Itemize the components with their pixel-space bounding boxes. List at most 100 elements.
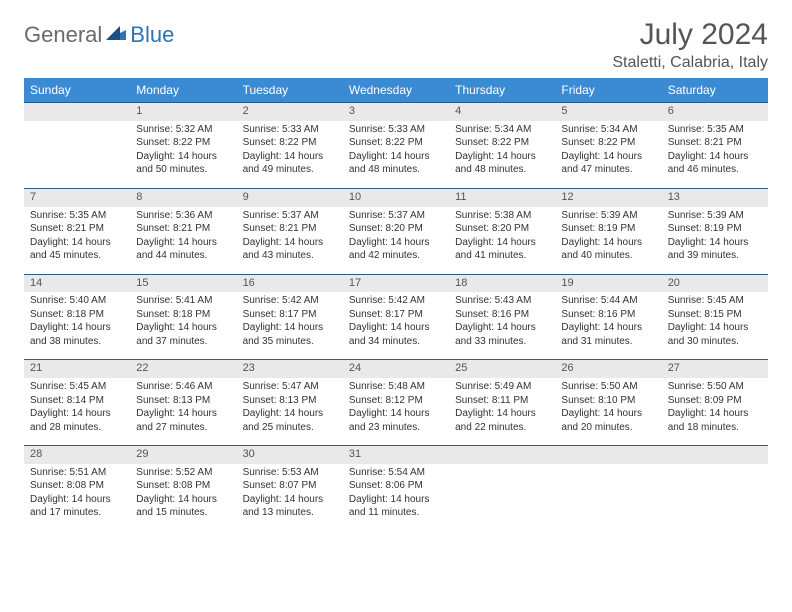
day-number: 21 (24, 360, 130, 378)
day-cell: Sunrise: 5:50 AMSunset: 8:10 PMDaylight:… (555, 378, 661, 446)
daylight-text: and 44 minutes. (136, 250, 230, 263)
sunrise-text: Sunrise: 5:35 AM (30, 210, 124, 223)
sunrise-text: Sunrise: 5:41 AM (136, 295, 230, 308)
sunrise-text: Sunrise: 5:37 AM (349, 210, 443, 223)
daylight-text: Daylight: 14 hours (243, 237, 337, 250)
day-cell (662, 464, 768, 531)
daylight-text: Daylight: 14 hours (455, 322, 549, 335)
daylight-text: and 43 minutes. (243, 250, 337, 263)
sunrise-text: Sunrise: 5:49 AM (455, 381, 549, 394)
daylight-text: Daylight: 14 hours (668, 408, 762, 421)
daylight-text: Daylight: 14 hours (349, 151, 443, 164)
day-number: 22 (130, 360, 236, 378)
day-number: 26 (555, 360, 661, 378)
sunset-text: Sunset: 8:11 PM (455, 395, 549, 408)
daylight-text: and 41 minutes. (455, 250, 549, 263)
daylight-text: and 15 minutes. (136, 507, 230, 520)
daynum-row: 78910111213 (24, 188, 768, 206)
daylight-text: and 23 minutes. (349, 422, 443, 435)
day-cell: Sunrise: 5:34 AMSunset: 8:22 PMDaylight:… (449, 121, 555, 189)
daylight-text: and 50 minutes. (136, 164, 230, 177)
sunset-text: Sunset: 8:22 PM (349, 137, 443, 150)
sunrise-text: Sunrise: 5:39 AM (668, 210, 762, 223)
day-cell: Sunrise: 5:33 AMSunset: 8:22 PMDaylight:… (237, 121, 343, 189)
daylight-text: and 17 minutes. (30, 507, 124, 520)
sunset-text: Sunset: 8:14 PM (30, 395, 124, 408)
day-number: 31 (343, 446, 449, 464)
day-cell: Sunrise: 5:42 AMSunset: 8:17 PMDaylight:… (343, 292, 449, 360)
day-cell: Sunrise: 5:32 AMSunset: 8:22 PMDaylight:… (130, 121, 236, 189)
sunrise-text: Sunrise: 5:37 AM (243, 210, 337, 223)
daylight-text: and 30 minutes. (668, 336, 762, 349)
day-number: 13 (662, 188, 768, 206)
sunrise-text: Sunrise: 5:50 AM (668, 381, 762, 394)
sunset-text: Sunset: 8:13 PM (136, 395, 230, 408)
sunrise-text: Sunrise: 5:39 AM (561, 210, 655, 223)
daylight-text: and 35 minutes. (243, 336, 337, 349)
day-number (24, 103, 130, 121)
sunset-text: Sunset: 8:22 PM (136, 137, 230, 150)
day-number: 4 (449, 103, 555, 121)
daylight-text: Daylight: 14 hours (668, 322, 762, 335)
daylight-text: and 38 minutes. (30, 336, 124, 349)
weekday-header: Sunday (24, 78, 130, 103)
logo-text-blue: Blue (130, 22, 174, 48)
sunset-text: Sunset: 8:06 PM (349, 480, 443, 493)
day-cell: Sunrise: 5:47 AMSunset: 8:13 PMDaylight:… (237, 378, 343, 446)
sunrise-text: Sunrise: 5:33 AM (349, 124, 443, 137)
day-number: 6 (662, 103, 768, 121)
sunrise-text: Sunrise: 5:45 AM (30, 381, 124, 394)
daylight-text: Daylight: 14 hours (243, 322, 337, 335)
daylight-text: Daylight: 14 hours (349, 408, 443, 421)
daylight-text: and 42 minutes. (349, 250, 443, 263)
day-number: 24 (343, 360, 449, 378)
day-cell: Sunrise: 5:36 AMSunset: 8:21 PMDaylight:… (130, 207, 236, 275)
daylight-text: Daylight: 14 hours (30, 237, 124, 250)
day-cell (555, 464, 661, 531)
sunrise-text: Sunrise: 5:48 AM (349, 381, 443, 394)
daylight-text: Daylight: 14 hours (561, 408, 655, 421)
day-cell: Sunrise: 5:40 AMSunset: 8:18 PMDaylight:… (24, 292, 130, 360)
sunset-text: Sunset: 8:22 PM (243, 137, 337, 150)
sunset-text: Sunset: 8:19 PM (561, 223, 655, 236)
calendar-table: Sunday Monday Tuesday Wednesday Thursday… (24, 78, 768, 531)
day-cell: Sunrise: 5:52 AMSunset: 8:08 PMDaylight:… (130, 464, 236, 531)
info-row: Sunrise: 5:51 AMSunset: 8:08 PMDaylight:… (24, 464, 768, 531)
daylight-text: Daylight: 14 hours (30, 322, 124, 335)
day-cell: Sunrise: 5:50 AMSunset: 8:09 PMDaylight:… (662, 378, 768, 446)
sunrise-text: Sunrise: 5:42 AM (243, 295, 337, 308)
daylight-text: and 39 minutes. (668, 250, 762, 263)
day-cell: Sunrise: 5:48 AMSunset: 8:12 PMDaylight:… (343, 378, 449, 446)
sunset-text: Sunset: 8:09 PM (668, 395, 762, 408)
day-number: 17 (343, 274, 449, 292)
daylight-text: Daylight: 14 hours (243, 494, 337, 507)
sunset-text: Sunset: 8:08 PM (136, 480, 230, 493)
weekday-header: Tuesday (237, 78, 343, 103)
day-number: 27 (662, 360, 768, 378)
sunset-text: Sunset: 8:20 PM (349, 223, 443, 236)
daylight-text: and 31 minutes. (561, 336, 655, 349)
day-number: 28 (24, 446, 130, 464)
weekday-header: Friday (555, 78, 661, 103)
daylight-text: and 49 minutes. (243, 164, 337, 177)
day-number: 16 (237, 274, 343, 292)
day-number: 9 (237, 188, 343, 206)
day-number: 12 (555, 188, 661, 206)
sunset-text: Sunset: 8:07 PM (243, 480, 337, 493)
weekday-header: Wednesday (343, 78, 449, 103)
sunrise-text: Sunrise: 5:34 AM (455, 124, 549, 137)
daylight-text: Daylight: 14 hours (668, 237, 762, 250)
sunrise-text: Sunrise: 5:35 AM (668, 124, 762, 137)
day-number: 11 (449, 188, 555, 206)
info-row: Sunrise: 5:45 AMSunset: 8:14 PMDaylight:… (24, 378, 768, 446)
day-number: 23 (237, 360, 343, 378)
day-cell: Sunrise: 5:49 AMSunset: 8:11 PMDaylight:… (449, 378, 555, 446)
sunset-text: Sunset: 8:18 PM (136, 309, 230, 322)
daylight-text: Daylight: 14 hours (136, 322, 230, 335)
sunset-text: Sunset: 8:17 PM (243, 309, 337, 322)
day-number: 5 (555, 103, 661, 121)
day-cell: Sunrise: 5:42 AMSunset: 8:17 PMDaylight:… (237, 292, 343, 360)
sunrise-text: Sunrise: 5:47 AM (243, 381, 337, 394)
daylight-text: Daylight: 14 hours (30, 408, 124, 421)
daylight-text: Daylight: 14 hours (349, 494, 443, 507)
